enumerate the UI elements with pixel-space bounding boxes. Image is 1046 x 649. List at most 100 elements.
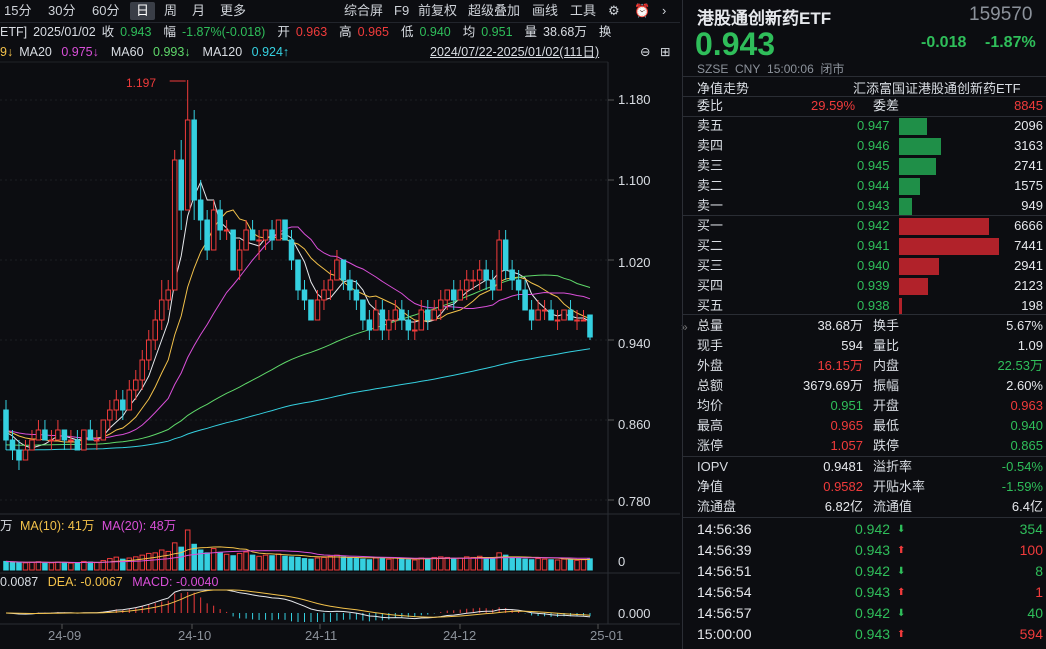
volume-bar xyxy=(476,555,483,571)
stat-label: 量比 xyxy=(873,338,900,353)
collapse-panel-icon[interactable]: » xyxy=(681,320,688,334)
volume-bar xyxy=(437,556,444,571)
candle-body xyxy=(515,279,522,291)
bid-volume-bar xyxy=(899,298,902,315)
candle-body xyxy=(392,309,399,321)
volume-bar xyxy=(288,556,295,571)
tools-button[interactable]: 工具 xyxy=(570,3,597,18)
volume-bar xyxy=(100,560,107,571)
ask-volume-bar xyxy=(899,138,941,155)
time-axis-1: 24-09 xyxy=(48,628,82,643)
volume-bar xyxy=(347,557,353,571)
volume-bar xyxy=(139,554,146,571)
volume-bar xyxy=(295,556,301,571)
volume-bar xyxy=(561,558,567,571)
tick-time: 14:56:57 xyxy=(697,605,752,621)
candle-body xyxy=(535,309,541,321)
period-week[interactable]: 周 xyxy=(164,3,178,18)
stat-label: 涨停 xyxy=(697,438,724,453)
gear-icon[interactable]: ⚙ xyxy=(608,3,620,18)
macd-legend: 0.0087 DEA: -0.0067 MACD: -0.0040 xyxy=(0,575,218,589)
chevron-right-icon[interactable]: › xyxy=(662,3,667,18)
tick-time: 14:56:51 xyxy=(697,563,752,579)
tick-row: 14:56:36 0.942 ⬇ 354 xyxy=(697,519,1043,539)
volume-bar xyxy=(444,556,451,571)
tick-volume: 8 xyxy=(1035,563,1043,579)
ma-info-row: 9↓ MA20 0.975↓ MA60 0.993↓ MA120 0.924↑ 202… xyxy=(0,42,680,62)
volume-bar xyxy=(223,553,230,571)
candle-body xyxy=(476,269,483,281)
candle-body xyxy=(587,314,593,338)
candle-body xyxy=(74,439,81,451)
candle-body xyxy=(353,289,360,301)
volume-bar xyxy=(171,542,178,571)
ma120-value: 0.924↑ xyxy=(251,45,290,59)
period-more[interactable]: 更多 xyxy=(220,3,247,18)
turnover-label: 换 xyxy=(598,25,612,39)
super-overlay-button[interactable]: 超级叠加 xyxy=(468,3,521,18)
period-day[interactable]: 日 xyxy=(130,2,156,20)
volume-bar xyxy=(126,557,133,571)
candle-body xyxy=(554,319,561,322)
candle-body xyxy=(113,399,120,411)
minus-icon[interactable]: ⊖ xyxy=(640,45,651,59)
volume-bar xyxy=(210,548,217,571)
bid-level-price: 0.941 xyxy=(857,238,890,253)
bid-level-label: 买二 xyxy=(697,238,724,253)
volume-bar xyxy=(366,559,373,571)
ask-level-price: 0.944 xyxy=(857,178,890,193)
candle-body xyxy=(431,309,438,321)
date-range[interactable]: 2024/07/22-2025/01/02(111日) xyxy=(430,45,600,59)
bid-level-row: 买一 0.942 6666 xyxy=(697,216,1043,236)
draw-line-button[interactable]: 画线 xyxy=(532,3,559,18)
alarm-icon[interactable]: ⏰ xyxy=(634,3,651,18)
high-label: 高 xyxy=(339,25,352,39)
candle-body xyxy=(463,279,470,291)
down-arrow-icon: ⬇ xyxy=(897,566,906,577)
fund-stat-value: 0.9582 xyxy=(823,479,863,494)
kline-chart[interactable] xyxy=(0,0,680,649)
volume-bar xyxy=(360,558,366,571)
candle-body xyxy=(450,289,457,301)
stat-value: 0.865 xyxy=(1010,438,1043,453)
tick-row: 14:56:54 0.943 ⬆ 1 xyxy=(697,582,1043,602)
ma60-value: 0.993↓ xyxy=(153,45,191,59)
candle-body xyxy=(133,379,139,391)
candle-body xyxy=(373,309,379,331)
candle-body xyxy=(308,299,314,321)
stat-label: 均价 xyxy=(697,398,724,413)
expand-icon[interactable]: ⊞ xyxy=(660,45,671,59)
candle-body xyxy=(3,409,9,441)
up-arrow-icon: ⬆ xyxy=(897,545,906,556)
tick-price: 0.942 xyxy=(855,521,891,537)
candle-body xyxy=(178,159,184,211)
period-15min[interactable]: 15分 xyxy=(4,3,32,18)
chart-toolbar: 15分 30分 60分 日 周 月 更多 综合屏 F9 前复权 超级叠加 画线 … xyxy=(0,0,680,23)
volume-bar xyxy=(275,553,282,571)
stat-row: 总额 3679.69万 振幅 2.60% xyxy=(697,376,1043,396)
fund-stat-label: 开贴水率 xyxy=(873,479,926,494)
period-month[interactable]: 月 xyxy=(192,3,206,18)
stat-value: 5.67% xyxy=(1006,318,1043,333)
bid-level-volume: 6666 xyxy=(1014,218,1043,233)
candle-body xyxy=(269,229,275,241)
low-label: 低 xyxy=(400,25,414,39)
candle-body xyxy=(94,439,100,442)
fund-stat-value: 0.9481 xyxy=(823,459,863,474)
stat-value: 38.68万 xyxy=(817,318,863,333)
ask-level-price: 0.945 xyxy=(857,158,890,173)
ma10-line xyxy=(5,209,591,443)
period-30min[interactable]: 30分 xyxy=(48,3,76,18)
candle-body xyxy=(165,289,171,301)
forward-adjust-button[interactable]: 前复权 xyxy=(418,3,458,18)
fund-stat-label: 净值 xyxy=(697,479,724,494)
stat-label: 总量 xyxy=(697,318,724,333)
f9-button[interactable]: F9 xyxy=(394,3,410,18)
composite-screen-button[interactable]: 综合屏 xyxy=(344,3,384,18)
candle-body xyxy=(210,209,217,251)
nav-trend-link[interactable]: 净值走势 xyxy=(697,81,750,96)
stat-value: 22.53万 xyxy=(997,358,1043,373)
volume-bar xyxy=(256,555,262,571)
fund-stat-row: 净值 0.9582 开贴水率 -1.59% xyxy=(697,477,1043,497)
period-60min[interactable]: 60分 xyxy=(92,3,120,18)
